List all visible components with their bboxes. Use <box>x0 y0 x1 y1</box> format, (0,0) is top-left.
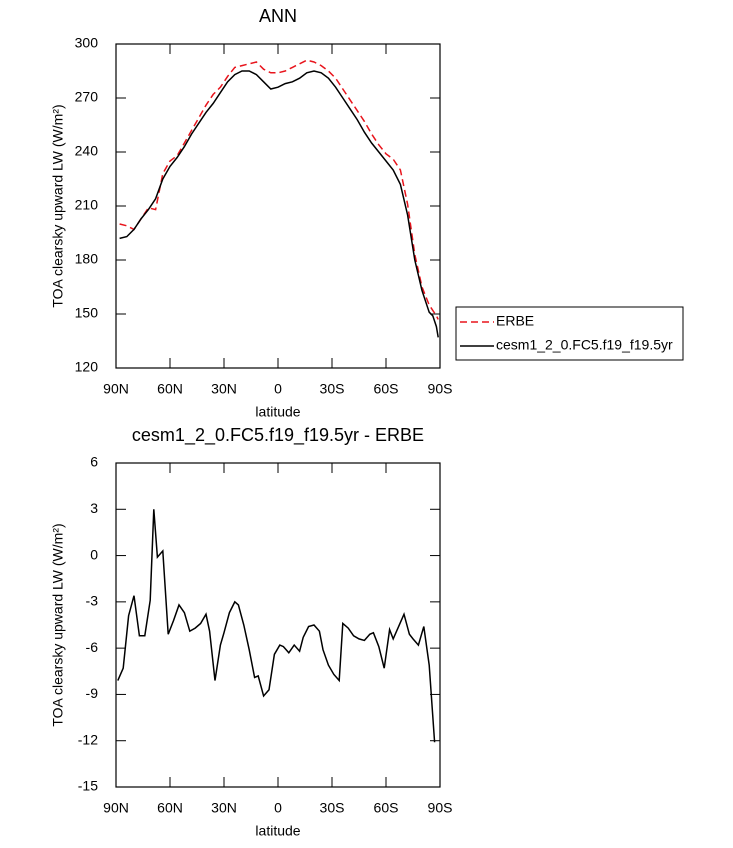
y-tick-label: -12 <box>78 731 98 747</box>
y-tick-label: -15 <box>78 778 98 794</box>
y-tick-label: 0 <box>90 546 98 562</box>
y-tick-label: 150 <box>75 305 99 321</box>
chart-title: ANN <box>259 6 297 26</box>
x-tick-label: 60S <box>374 800 399 816</box>
legend-label: cesm1_2_0.FC5.f19_f19.5yr <box>496 337 673 353</box>
x-tick-label: 0 <box>274 800 282 816</box>
legend-box <box>455 306 684 361</box>
y-tick-label: -6 <box>86 639 99 655</box>
x-tick-label: 60N <box>157 381 183 397</box>
y-tick-label: -9 <box>86 685 99 701</box>
x-tick-label: 0 <box>274 381 282 397</box>
x-tick-label: 90S <box>428 381 453 397</box>
panel: cesm1_2_0.FC5.f19_f19.5yr - ERBE latitude… <box>50 425 453 839</box>
y-tick-label: 300 <box>75 35 99 51</box>
x-axis-label: latitude <box>255 823 300 839</box>
chart-title: cesm1_2_0.FC5.f19_f19.5yr - ERBE <box>132 425 424 446</box>
y-tick-label: 180 <box>75 251 99 267</box>
x-tick-label: 30N <box>211 800 237 816</box>
y-tick-label: 120 <box>75 359 99 375</box>
x-tick-label: 90N <box>103 800 129 816</box>
y-tick-label: 6 <box>90 454 98 470</box>
y-tick-label: 240 <box>75 143 99 159</box>
x-tick-label: 30N <box>211 381 237 397</box>
data-line <box>117 509 436 743</box>
plot-frame <box>115 43 441 369</box>
y-axis-label: TOA clearsky upward LW (W/m²) <box>50 523 66 726</box>
x-tick-label: 30S <box>320 381 345 397</box>
x-tick-label: 90S <box>428 800 453 816</box>
x-tick-label: 90N <box>103 381 129 397</box>
legend-label: ERBE <box>496 313 534 329</box>
y-tick-label: 210 <box>75 197 99 213</box>
y-axis-label: TOA clearsky upward LW (W/m²) <box>50 104 66 307</box>
x-tick-label: 30S <box>320 800 345 816</box>
panel: ANN latitude TOA clearsky upward LW (W/m²)… <box>50 6 684 420</box>
x-tick-label: 60S <box>374 381 399 397</box>
y-tick-label: 270 <box>75 89 99 105</box>
y-tick-label: 3 <box>90 500 98 516</box>
plot-frame <box>115 462 441 788</box>
x-axis-label: latitude <box>255 404 300 420</box>
data-line <box>119 59 439 320</box>
y-tick-label: -3 <box>86 593 99 609</box>
x-tick-label: 60N <box>157 800 183 816</box>
data-line <box>119 70 439 338</box>
